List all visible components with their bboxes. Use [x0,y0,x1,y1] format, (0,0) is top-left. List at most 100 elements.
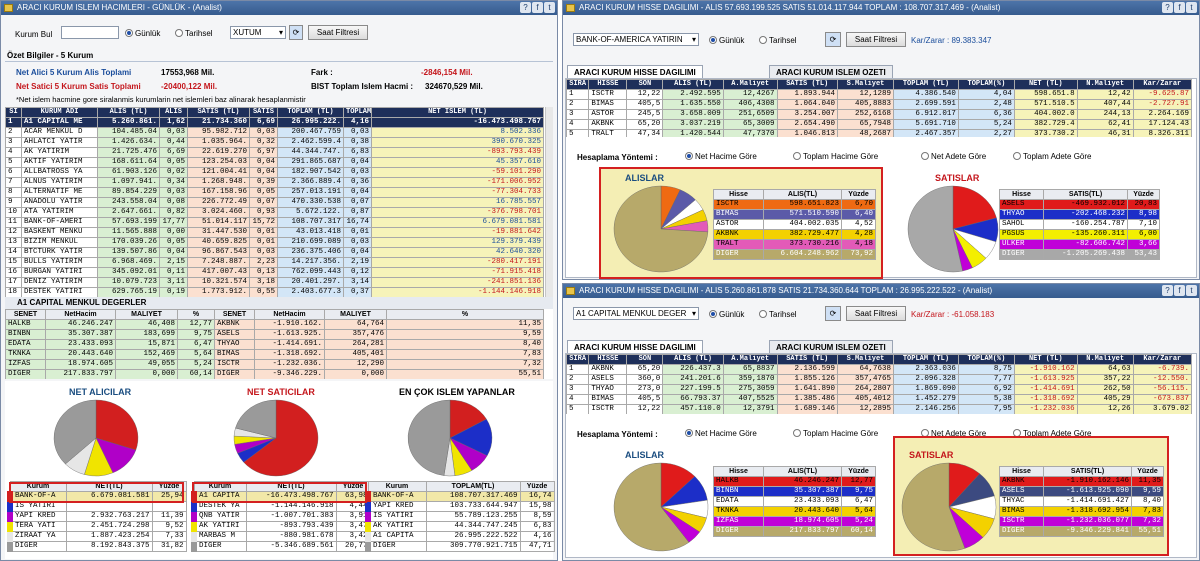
column-header[interactable]: MALIYET [115,309,178,320]
table-row[interactable]: 1 A1 CAPITAL ME 5.260.861. 1,62 21.734.360 6,… [5,117,544,128]
table-row[interactable]: 16 BURGAN YATIRI 345.092.01 0,11 417.007.43 0… [5,267,544,278]
table-row[interactable]: YAPI KRED 103.733.644.947 15,98 [365,501,555,512]
column-header[interactable]: % [386,309,544,320]
column-header[interactable]: Hisse [999,189,1044,200]
table-row[interactable]: HALKB 46.246.247 12,77 [713,476,876,487]
column-header[interactable]: ALIS (TL) [662,79,724,90]
table-row[interactable]: IS YATIRI [7,501,187,512]
column-header[interactable]: SIRA [566,79,590,90]
table-row[interactable]: 3 ASTOR 245,5 3.658.009 251,6509 3.254.007 252… [566,109,1193,120]
table-row[interactable]: MARBAS M -880.981.678 3,42 [191,531,371,542]
rt-opt-toplam-hacim[interactable]: Toplam Hacime Göre [793,152,878,161]
table-row[interactable]: ASELS -1.613.925.090 9,59 [999,486,1164,497]
column-header[interactable]: S.Maliyet [836,354,894,365]
table-row[interactable]: DIGER 217.833.797 60,14 [713,526,876,537]
table-row[interactable]: 4 AK YATIRIM 21.725.476 6,69 22.619.270 6,97 4… [5,147,544,158]
table-row[interactable]: 14 BTCTURK YATIR 139.507.86 0,04 96.867.543 0… [5,247,544,258]
table-row[interactable]: 18 DESTEK YATIRI 629.765.19 0,19 1.773.912. 0… [5,287,544,297]
column-header[interactable]: NetHacim [254,309,325,320]
table-row[interactable]: 2 ASELS 360,0 241.201.6 359,1870 1.855.126 357… [566,374,1193,385]
column-header[interactable]: % [177,309,215,320]
column-header[interactable]: SATIS (TL) [187,107,250,118]
column-header[interactable]: TOPLAM [343,107,372,118]
column-header[interactable]: TOPLAM (TL) [892,354,959,365]
rb-gunluk-radio[interactable]: Günlük [709,310,744,319]
column-header[interactable]: Kurum [367,481,427,492]
rt-tab-hisse[interactable]: ARACI KURUM HISSE DAGILIMI [567,65,703,79]
table-row[interactable]: 15 BULLS YATIRIM 6.968.469. 2,15 7.248.887. 2… [5,257,544,268]
column-header[interactable]: A.Maliyet [722,79,778,90]
column-header[interactable]: Kar/Zarar [1132,79,1193,90]
column-header[interactable]: HISSE [588,79,628,90]
column-header[interactable]: KURUM ADI [21,107,98,118]
table-row[interactable]: YAPI KRED 2.932.763.217 11,39 [7,511,187,522]
table-row[interactable]: 2 BIMAS 405,5 1.635.550 406,4308 1.064.040 405… [566,99,1193,110]
table-row[interactable]: ZIRAAT YA 1.887.423.254 7,33 [7,531,187,542]
column-header[interactable]: ALIS (TL) [662,354,724,365]
saat-filtresi-button[interactable]: Saat Filtresi [308,25,368,40]
table-row[interactable]: BINBN 35.307.387 183,699 9,75 ASELS -1.613.92… [5,329,544,340]
table-row[interactable]: DIGER 8.192.843.375 31,82 [7,541,187,552]
refresh-icon[interactable]: ⟳ [289,25,303,40]
gunluk-radio[interactable]: Günlük [125,29,160,38]
column-header[interactable]: SIRA [566,354,590,365]
rb-broker-select[interactable]: A1 CAPITAL MENKUL DEGER ▾ [573,307,699,320]
help-icon[interactable]: ? [520,2,531,13]
rb-refresh-icon[interactable]: ⟳ [825,306,841,321]
table-row[interactable]: ASTOR 404.002.035 4,52 [713,219,876,230]
column-header[interactable]: N.Maliyet [1076,79,1134,90]
table-row[interactable]: 1 ISCTR 12,22 2.492.595 12,4267 1.893.944 12,1… [566,89,1193,100]
table-row[interactable]: 17 DENIZ YATIRIM 10.079.723 3,11 10.321.574 3… [5,277,544,288]
rt-gunluk-radio[interactable]: Günlük [709,36,744,45]
table-row[interactable]: HALKB 46.246.247 46,408 12,77 AKBNK -1.910.16… [5,319,544,330]
rb-opt-toplam-hacim[interactable]: Toplam Hacime Göre [793,429,878,438]
column-header[interactable]: Kar/Zarar [1132,354,1193,365]
table-row[interactable]: 4 AKBNK 65,20 3.037.219 65,3009 2.654.490 65,7… [566,119,1193,130]
table-row[interactable]: EDATA 23.433.093 6,47 [713,496,876,507]
column-header[interactable]: SI [5,107,22,118]
table-row[interactable]: 4 BIMAS 405,5 66.793.37 407,5525 1.385.486 405… [566,394,1193,405]
table-row[interactable]: AK YATIRI -893.793.439 3,47 [191,521,371,532]
column-header[interactable]: NetHacim [45,309,116,320]
table-row[interactable]: TKNKA 20.443.640 5,64 [713,506,876,517]
column-header[interactable]: Yüzde [519,481,555,492]
rt-tab-ozet[interactable]: ARACI KURUM ISLEM OZETI [769,65,893,79]
table-row[interactable]: 9 ANADOLU YATIR 243.558.04 0,08 226.772.49 0,… [5,197,544,208]
table-row[interactable]: THYAC -1.414.691.427 8,40 [999,496,1164,507]
table-row[interactable]: DESTEK YA -1.144.146.918 4,44 [191,501,371,512]
column-header[interactable]: NET (TL) [1013,354,1078,365]
table-row[interactable]: 10 ATA YATIRIM 2.647.661. 0,82 3.024.460. 0,9… [5,207,544,218]
kurum-bul-input[interactable] [61,26,119,39]
table-row[interactable]: DIGER 217.833.797 0,000 60,14 DIGER -9.346.22… [5,369,544,379]
table-row[interactable]: DIGER -5.346.689.561 20,77 [191,541,371,552]
rt-opt-net-adet[interactable]: Net Adete Göre [921,152,986,161]
table-row[interactable]: 7 ALNUS YATIRIM 1.097.941. 0,34 1.268.948. 0,… [5,177,544,188]
table-row[interactable]: 12 BASKENT MENKU 11.565.888 0,00 31.447.530 0… [5,227,544,238]
column-header[interactable]: ALIS(TL) [763,189,842,200]
table-row[interactable]: 13 BIZIM MENKUL 170.039.26 0,05 40.659.825 0,… [5,237,544,248]
column-header[interactable]: SENET [5,309,46,320]
rt-saat-filtresi-button[interactable]: Saat Filtresi [846,32,906,47]
rt-tarihsel-radio[interactable]: Tarihsel [759,36,797,45]
table-row[interactable]: ULKER -82.606.742 3,66 [999,239,1160,250]
tarihsel-radio[interactable]: Tarihsel [175,29,213,38]
table-row[interactable]: ASELS -469.932.012 20,83 [999,199,1160,210]
column-header[interactable]: Yüzde [841,189,876,200]
table-row[interactable]: TKNKA 20.443.640 152,469 5,64 BIMAS -1.318.69… [5,349,544,360]
rb-tab-hisse[interactable]: ARACI KURUM HISSE DAGILIMI [567,340,703,354]
table-row[interactable]: AKBNK 382.729.477 4,28 [713,229,876,240]
table-row[interactable]: QNB YATIR -1.007.701.383 3,91 [191,511,371,522]
rb-saat-filtresi-button[interactable]: Saat Filtresi [846,306,906,321]
help-icon[interactable]: ? [1162,2,1173,13]
column-header[interactable]: SENET [214,309,255,320]
table-row[interactable]: DIGER 6.604.248.962 73,92 [713,249,876,260]
column-header[interactable]: SON [626,354,664,365]
table-row[interactable]: ISCTR 598.651.823 6,70 [713,199,876,210]
table-row[interactable]: EDATA 23.433.093 15,871 6,47 THYAO -1.414.691… [5,339,544,350]
column-header[interactable]: SATIS(TL) [1043,189,1128,200]
table-row[interactable]: 3 THYAO 273,0 227.199.5 275,3059 1.641.890 264… [566,384,1193,395]
column-header[interactable]: TOPLAM(TL) [425,481,521,492]
column-header[interactable]: Yüzde [1131,466,1164,477]
column-header[interactable]: N.Maliyet [1076,354,1134,365]
column-header[interactable]: TOPLAM(%) [957,79,1015,90]
